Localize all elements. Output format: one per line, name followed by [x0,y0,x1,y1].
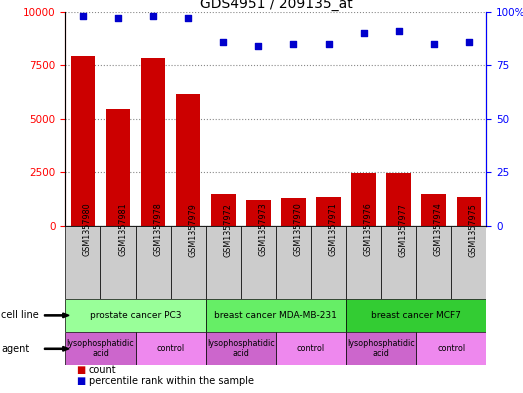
Text: lysophosphatidic
acid: lysophosphatidic acid [207,339,275,358]
Bar [451,226,486,299]
Bar [206,332,276,365]
Text: GSM1357975: GSM1357975 [469,203,478,257]
Bar [206,226,241,299]
Text: ■: ■ [76,365,85,375]
Bar [457,197,481,226]
Bar [206,299,346,332]
Text: GSM1357981: GSM1357981 [118,203,127,256]
Bar [71,56,95,226]
Point [394,28,403,34]
Bar [170,226,206,299]
Bar [141,58,165,226]
Point [114,15,122,21]
Text: GSM1357976: GSM1357976 [363,203,372,257]
Point [429,41,438,47]
Point [464,39,473,45]
Bar [422,194,446,226]
Bar [346,226,381,299]
Text: cell line: cell line [1,310,39,320]
Text: GSM1357971: GSM1357971 [328,203,337,257]
Text: GSM1357980: GSM1357980 [83,203,92,256]
Text: GSM1357977: GSM1357977 [399,203,408,257]
Bar [65,299,206,332]
Text: breast cancer MCF7: breast cancer MCF7 [371,311,461,320]
Bar [135,332,206,365]
Bar [241,226,276,299]
Bar [351,173,376,226]
Point [254,43,263,49]
Bar [381,226,416,299]
Text: GSM1357974: GSM1357974 [434,203,443,257]
Bar [416,332,486,365]
Bar [65,332,135,365]
Text: ■: ■ [76,376,85,386]
Bar [276,226,311,299]
Bar [281,198,306,226]
Point [219,39,228,45]
Bar [135,226,170,299]
Point [79,13,87,19]
Point [324,41,333,47]
Bar [276,332,346,365]
Bar [386,173,411,226]
Title: GDS4951 / 209135_at: GDS4951 / 209135_at [199,0,353,11]
Text: lysophosphatidic
acid: lysophosphatidic acid [347,339,415,358]
Text: percentile rank within the sample: percentile rank within the sample [89,376,254,386]
Text: agent: agent [1,344,29,354]
Bar [211,194,235,226]
Bar [100,226,135,299]
Text: GSM1357970: GSM1357970 [293,203,302,257]
Text: count: count [89,365,117,375]
Text: GSM1357973: GSM1357973 [258,203,267,257]
Text: prostate cancer PC3: prostate cancer PC3 [90,311,181,320]
Text: GSM1357978: GSM1357978 [153,203,162,257]
Bar [346,332,416,365]
Text: control: control [297,344,325,353]
Text: GSM1357979: GSM1357979 [188,203,197,257]
Bar [416,226,451,299]
Bar [176,94,200,226]
Bar [316,197,341,226]
Bar [246,200,270,226]
Point [289,41,298,47]
Point [149,13,157,19]
Bar [106,109,130,226]
Text: control: control [437,344,465,353]
Text: control: control [156,344,185,353]
Text: lysophosphatidic
acid: lysophosphatidic acid [66,339,134,358]
Bar [346,299,486,332]
Bar [65,226,100,299]
Text: breast cancer MDA-MB-231: breast cancer MDA-MB-231 [214,311,337,320]
Text: GSM1357972: GSM1357972 [223,203,232,257]
Point [359,30,368,37]
Bar [311,226,346,299]
Point [184,15,192,21]
